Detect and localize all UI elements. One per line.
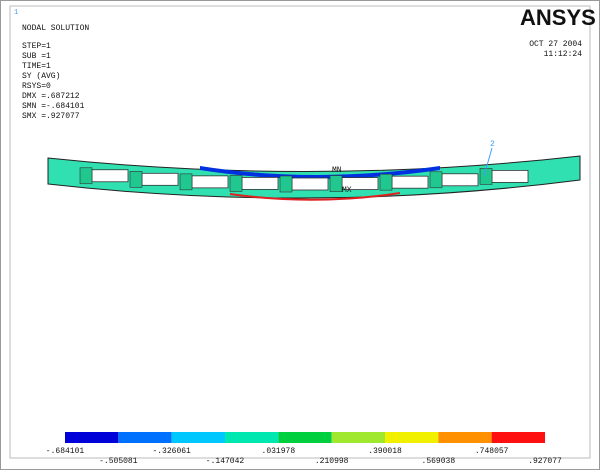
beam-stiffener [80,168,92,184]
legend-label: .569038 [422,457,456,466]
legend-label: -.505081 [99,457,138,466]
legend-swatch [225,432,278,443]
node-marker: 2 [490,140,495,149]
legend-label: -.684101 [46,447,85,456]
info-line: SMX =.927077 [22,112,80,121]
legend-swatch [118,432,171,443]
max-marker: MX [342,186,352,195]
legend-label: -.326061 [152,447,191,456]
date: OCT 27 2004 [529,40,582,49]
plot-title: NODAL SOLUTION [22,24,89,33]
beam-hole [192,176,228,188]
info-line: TIME=1 [22,62,51,71]
info-line: DMX =.687212 [22,92,80,101]
beam-hole [492,170,528,182]
info-line: STEP=1 [22,42,51,51]
legend-label: .927077 [528,457,562,466]
window-number: 1 [14,9,18,17]
legend-label: -.147042 [206,457,245,466]
beam-stiffener [280,176,292,192]
screen: 1 NODAL SOLUTION OCT 27 2004 11:12:24 AN… [0,0,600,470]
beam-stiffener [330,176,342,192]
legend-label: .210998 [315,457,349,466]
info-line: SY (AVG) [22,72,60,81]
beam-hole [442,174,478,186]
beam-hole [242,177,278,189]
legend-swatch [438,432,491,443]
viewport [10,6,590,458]
beam-stiffener [230,175,242,191]
beam-hole [392,176,428,188]
legend-label: .390018 [368,447,402,456]
info-line: RSYS=0 [22,82,51,91]
beam-hole [92,170,128,182]
time: 11:12:24 [544,50,583,59]
legend-label: .031978 [262,447,296,456]
legend-swatch [385,432,438,443]
logo: ANSYS [520,5,596,30]
legend-swatch [278,432,331,443]
beam-stiffener [130,171,142,187]
beam-hole [142,173,178,185]
beam-stiffener [430,172,442,188]
min-marker: MN [332,166,342,175]
beam-hole [292,178,328,190]
legend-label: .748057 [475,447,509,456]
beam-stiffener [380,174,392,190]
legend-swatch [65,432,118,443]
legend-swatch [172,432,225,443]
info-line: SMN =-.684101 [22,102,85,111]
legend-swatch [492,432,545,443]
info-line: SUB =1 [22,52,51,61]
beam-stiffener [180,174,192,190]
legend-swatch [332,432,385,443]
